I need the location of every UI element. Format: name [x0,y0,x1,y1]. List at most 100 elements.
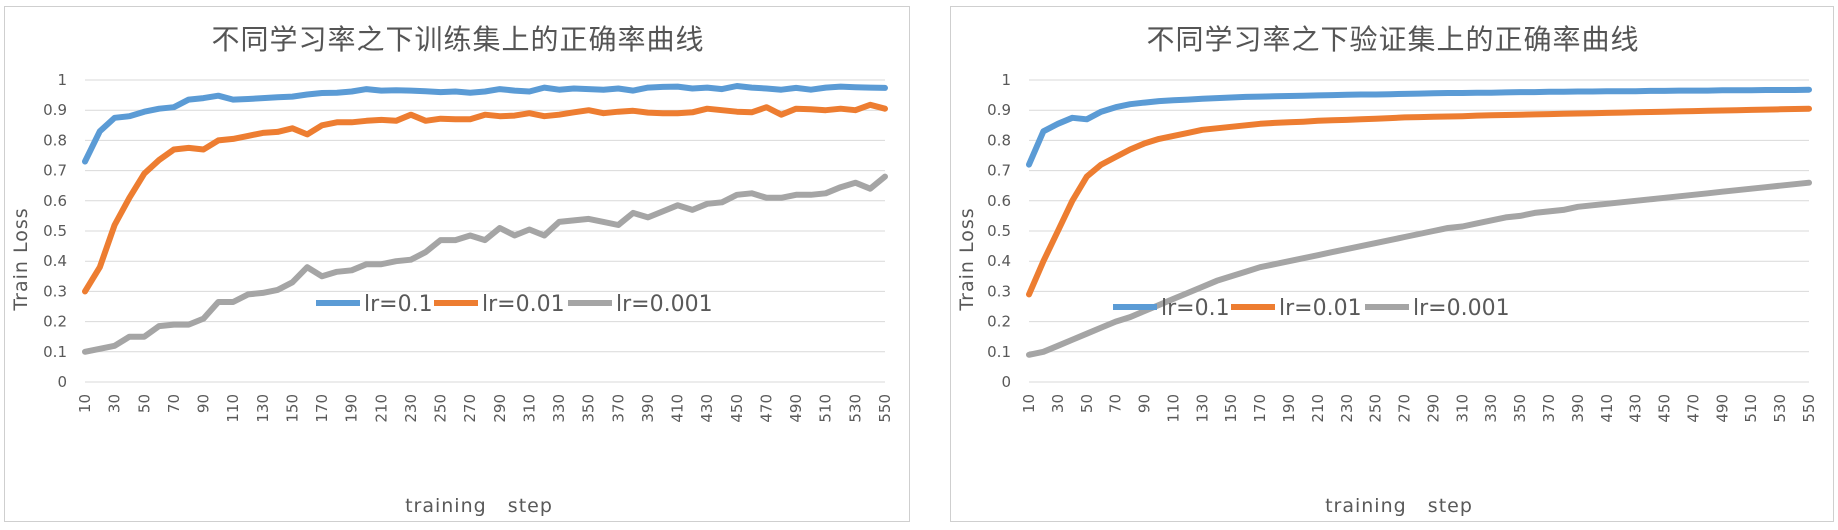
x-tick-label: 530 [1771,394,1789,423]
x-tick-label: 170 [1251,394,1269,423]
chart-panel-validation: 不同学习率之下验证集上的正确率曲线 0 0.1 0.2 0.3 0.4 0.5 0.6 0.7… [950,6,1834,522]
x-tick-label: 90 [195,394,213,413]
x-tick-label: 510 [817,394,835,423]
x-tick-label: 270 [461,394,479,423]
x-tick-label: 510 [1742,394,1760,423]
x-tick-label: 490 [1713,394,1731,423]
series-line-lr-0-001 [1026,179,1812,358]
x-axis-label: training step [405,495,553,517]
y-tick-label: 0.6 [43,192,67,210]
legend-entry: lr=0.1 [316,292,433,317]
chart-train-accuracy: 不同学习率之下训练集上的正确率曲线 0 0.1 0.2 0.3 0.4 0.5 0.6 0.7… [10,23,894,517]
x-tick-label: 310 [1453,394,1471,423]
legend: lr=0.1 lr=0.01 lr=0.001 [316,292,713,317]
series-line-lr-0-01 [82,101,888,295]
y-tick-label: 1 [1001,71,1011,89]
legend-label: lr=0.01 [482,292,565,317]
legend-label: lr=0.1 [364,292,433,317]
x-tick-label: 10 [1020,394,1038,413]
y-tick-label: 0.3 [987,282,1011,300]
x-axis-label: training step [1325,495,1473,517]
x-tick-label: 90 [1136,394,1154,413]
x-tick-label: 170 [313,394,331,423]
x-tick-label: 390 [639,394,657,423]
y-tick-label: 0.2 [43,313,67,331]
legend-label: lr=0.1 [1161,296,1230,321]
y-tick-label: 0.5 [987,222,1011,240]
x-tick-label: 70 [165,394,183,413]
chart-validation-accuracy: 不同学习率之下验证集上的正确率曲线 0 0.1 0.2 0.3 0.4 0.5 0.6 0.7… [956,23,1818,517]
x-tick-label: 230 [1338,394,1356,423]
x-tick-label: 190 [343,394,361,423]
x-tick-label: 290 [1424,394,1442,423]
legend-entry: lr=0.01 [434,292,565,317]
chart-title: 不同学习率之下验证集上的正确率曲线 [1146,23,1639,56]
series-line-lr-0-01 [1026,105,1812,298]
y-tick-label: 0.6 [987,192,1011,210]
x-tick-label: 490 [787,394,805,423]
x-tick-label: 130 [254,394,272,423]
x-tick-label: 370 [609,394,627,423]
legend-entry: lr=0.01 [1231,296,1362,321]
y-tick-label: 0.4 [43,252,67,270]
x-tick-label: 150 [283,394,301,423]
y-axis-label: Train Loss [956,207,978,311]
x-tick-label: 30 [1049,394,1067,413]
legend-entry: lr=0.001 [1365,296,1510,321]
x-tick-label: 370 [1540,394,1558,423]
x-tick-label: 430 [1627,394,1645,423]
x-tick-label: 330 [550,394,568,423]
x-tick-label: 390 [1569,394,1587,423]
x-tick-label: 550 [1800,394,1818,423]
x-tick-label: 210 [372,394,390,423]
y-tick-label: 0.4 [987,252,1011,270]
x-tick-label: 290 [491,394,509,423]
y-tick-label: 0 [1001,373,1011,391]
chart-title: 不同学习率之下训练集上的正确率曲线 [211,23,704,56]
x-tick-label: 50 [135,394,153,413]
legend-label: lr=0.001 [1413,296,1510,321]
x-tick-label: 550 [876,394,894,423]
y-tick-label: 0.2 [987,313,1011,331]
legend: lr=0.1 lr=0.01 lr=0.001 [1113,296,1510,321]
x-tick-label: 30 [106,394,124,413]
y-tick-label: 0.9 [43,101,67,119]
series-line-lr-0-001 [82,173,888,355]
chart-panel-train: 不同学习率之下训练集上的正确率曲线 0 0.1 0.2 0.3 0.4 0.5 0.6 0.7… [4,6,910,522]
x-tick-label: 110 [1164,394,1182,423]
x-tick-label: 190 [1280,394,1298,423]
y-tick-labels: 0 0.1 0.2 0.3 0.4 0.5 0.6 0.7 0.8 0.9 1 [987,71,1011,391]
gridlines [85,79,885,383]
y-tick-label: 0 [57,373,67,391]
x-tick-label: 430 [698,394,716,423]
x-tick-label: 70 [1107,394,1125,413]
x-tick-label: 410 [1598,394,1616,423]
x-tick-label: 350 [580,394,598,423]
x-tick-label: 150 [1222,394,1240,423]
y-tick-label: 0.1 [43,343,67,361]
x-tick-label: 470 [1684,394,1702,423]
legend-entry: lr=0.001 [568,292,713,317]
y-tick-label: 0.1 [987,343,1011,361]
y-tick-label: 0.5 [43,222,67,240]
y-tick-label: 0.3 [43,282,67,300]
y-tick-labels: 0 0.1 0.2 0.3 0.4 0.5 0.6 0.7 0.8 0.9 1 [43,71,67,391]
x-tick-label: 410 [669,394,687,423]
x-tick-label: 50 [1078,394,1096,413]
x-tick-labels: 10 30 50 70 90 110 130 150 170 190 210 230 250 270 290… [76,394,894,423]
x-tick-label: 210 [1309,394,1327,423]
x-tick-label: 470 [757,394,775,423]
x-tick-label: 250 [1367,394,1385,423]
y-tick-label: 0.8 [43,131,67,149]
x-tick-label: 250 [432,394,450,423]
x-tick-label: 270 [1396,394,1414,423]
x-tick-label: 450 [728,394,746,423]
x-tick-label: 530 [846,394,864,423]
series-line-lr-0-1 [82,83,888,165]
legend-label: lr=0.001 [616,292,713,317]
x-tick-label: 130 [1193,394,1211,423]
legend-entry: lr=0.1 [1113,296,1230,321]
y-tick-label: 0.7 [43,162,67,180]
x-tick-label: 230 [402,394,420,423]
series-line-lr-0-1 [1026,86,1812,168]
